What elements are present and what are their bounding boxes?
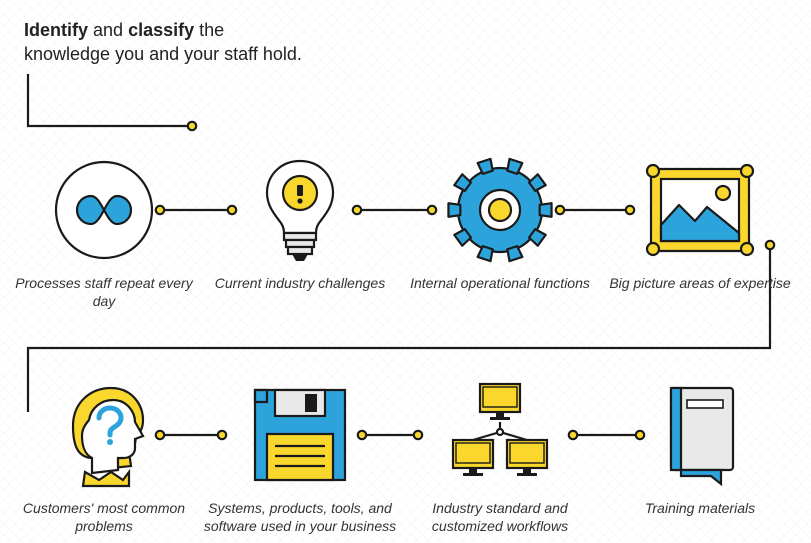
caption: Internal operational functions <box>400 275 600 293</box>
caption: Big picture areas of expertise <box>600 275 800 293</box>
title-bold-2: classify <box>128 20 194 40</box>
picture-icon <box>645 155 755 265</box>
flow-item-floppy: Systems, products, tools, and software u… <box>200 380 400 535</box>
title-line2: knowledge you and your staff hold. <box>24 44 302 64</box>
floppy-icon <box>245 380 355 490</box>
flow-item-head: Customers' most common problems <box>4 380 204 535</box>
flow-item-book: Training materials <box>600 380 800 518</box>
head-icon <box>49 380 159 490</box>
caption: Systems, products, tools, and software u… <box>200 500 400 535</box>
monitors-icon <box>445 380 555 490</box>
bulb-icon <box>245 155 355 265</box>
title-bold-1: Identify <box>24 20 88 40</box>
caption: Training materials <box>600 500 800 518</box>
gear-icon <box>445 155 555 265</box>
flow-item-gear: Internal operational functions <box>400 155 600 293</box>
flow-item-infinity: Processes staff repeat every day <box>4 155 204 310</box>
book-icon <box>645 380 755 490</box>
caption: Current industry challenges <box>200 275 400 293</box>
caption: Customers' most common problems <box>4 500 204 535</box>
caption: Processes staff repeat every day <box>4 275 204 310</box>
flow-item-monitors: Industry standard and customized workflo… <box>400 380 600 535</box>
infinity-icon <box>49 155 159 265</box>
title-mid: and <box>88 20 128 40</box>
flow-item-bulb: Current industry challenges <box>200 155 400 293</box>
flow-item-picture: Big picture areas of expertise <box>600 155 800 293</box>
title-tail: the <box>194 20 224 40</box>
caption: Industry standard and customized workflo… <box>400 500 600 535</box>
page-title: Identify and classify the knowledge you … <box>24 18 302 67</box>
